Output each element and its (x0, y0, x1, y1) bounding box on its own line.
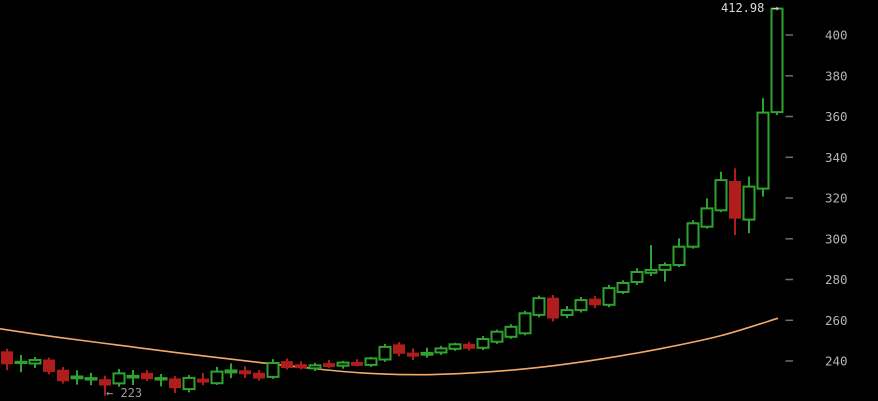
candle-body-down (281, 361, 293, 369)
y-axis-label: 280 (825, 272, 848, 287)
candle-body-down (463, 343, 475, 349)
y-axis-label: 360 (825, 109, 848, 124)
candle-body-up (308, 364, 322, 370)
candle-body-down (57, 369, 69, 382)
candle-body-up (742, 185, 756, 221)
candle-body-down (99, 379, 111, 386)
candle-body-down (407, 352, 419, 357)
candle-body-down (239, 370, 251, 375)
candle-body-up (574, 299, 588, 312)
candle-body-up (686, 222, 700, 248)
candle-body-up (504, 325, 518, 338)
candle-body-up (616, 282, 630, 293)
candle-body-up (224, 369, 238, 374)
candle-body-up (756, 111, 770, 190)
y-axis-label: 380 (825, 68, 848, 83)
y-axis-label: 400 (825, 28, 848, 43)
candle-body-up (448, 343, 462, 350)
candle-body-down (351, 361, 363, 366)
candle-body-up (644, 268, 658, 274)
candle-body-up (420, 351, 434, 356)
candle-body-up (658, 264, 672, 271)
candle-body-up (182, 376, 196, 391)
candle-body-up (490, 330, 504, 343)
candle-body-up (14, 360, 28, 364)
candle-body-down (1, 351, 13, 365)
candle-body-up (378, 345, 392, 361)
session-low-label: ← 223 (106, 386, 143, 400)
candle-body-down (295, 364, 307, 369)
candle-body-down (43, 359, 55, 372)
candle-body-up (154, 377, 168, 381)
candle-body-up (714, 179, 728, 212)
y-axis-label: 320 (825, 191, 848, 206)
candle-body-up (126, 374, 140, 379)
candle-body-up (266, 362, 280, 378)
candle-body-up (336, 361, 350, 367)
candle-body-up (476, 338, 490, 349)
candle-body-up (770, 7, 784, 114)
last-price-label: 412.98 → (721, 1, 779, 15)
candle-body-up (560, 309, 574, 317)
candle-body-up (112, 372, 126, 385)
candle-body-up (70, 375, 84, 380)
candle-body-up (210, 370, 224, 385)
y-axis-label: 300 (825, 231, 848, 246)
candle-body-down (393, 344, 405, 354)
candle-body-up (672, 245, 686, 266)
candle-body-up (84, 377, 98, 381)
candle-body-down (323, 363, 335, 368)
candle-body-up (602, 287, 616, 306)
candle-body-up (518, 312, 532, 335)
candle-body-down (547, 297, 559, 319)
y-axis-label: 260 (825, 313, 848, 328)
ma-line (0, 317, 779, 376)
candle-body-up (434, 347, 448, 354)
candle-body-up (364, 357, 378, 366)
candle-body-down (141, 372, 153, 380)
y-axis-label: 240 (825, 354, 848, 369)
candle-body-down (589, 298, 601, 306)
candle-body-down (197, 378, 209, 383)
candle-body-down (729, 181, 741, 219)
candle-body-up (700, 207, 714, 228)
candle-body-up (630, 271, 644, 283)
candle-body-down (253, 372, 265, 379)
candle-body-up (532, 297, 546, 316)
candle-body-down (169, 378, 181, 389)
candle-body-up (28, 359, 42, 365)
y-axis-label: 340 (825, 150, 848, 165)
